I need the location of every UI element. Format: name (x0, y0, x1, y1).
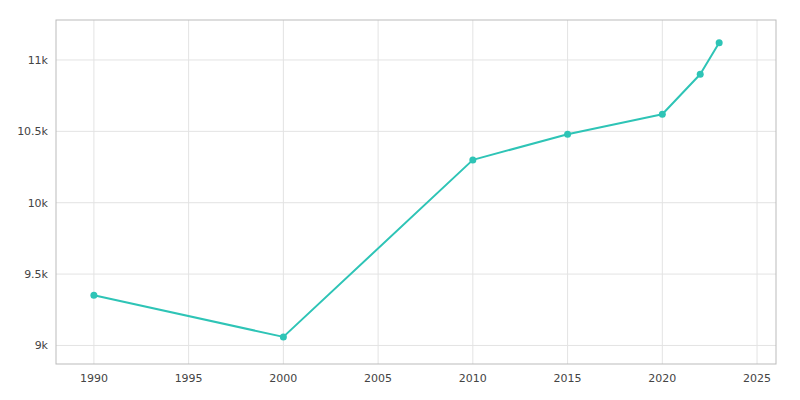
y-tick-label: 11k (28, 54, 49, 67)
x-grid-line (472, 20, 473, 364)
point (659, 111, 666, 118)
x-grid-line (93, 20, 94, 364)
x-tick-label: 1995 (175, 372, 203, 385)
point (90, 292, 97, 299)
y-grid-line (56, 59, 776, 60)
y-tick-label: 9k (35, 339, 49, 352)
y-tick-label: 10k (28, 197, 49, 210)
data-group (90, 39, 722, 340)
y-grid-line (56, 345, 776, 346)
point (716, 39, 723, 46)
y-grid-line (56, 274, 776, 275)
point (697, 71, 704, 78)
x-tick-label: 2020 (648, 372, 676, 385)
x-grid-line (188, 20, 189, 364)
x-grid-line (662, 20, 663, 364)
y-grid-line (56, 131, 776, 132)
plot-frame (56, 20, 776, 364)
y-grid-line (56, 202, 776, 203)
x-grid-line (283, 20, 284, 364)
x-tick-label: 2015 (554, 372, 582, 385)
x-tick-label: 2010 (459, 372, 487, 385)
y-tick-label: 10.5k (17, 125, 48, 138)
chart: 1990 1995 2000 2005 2010 2015 2020 2025 9k 9.5k 10… (0, 0, 800, 400)
point (564, 131, 571, 138)
x-tick-label: 2025 (743, 372, 771, 385)
line (94, 43, 719, 337)
x-tick-label: 2005 (364, 372, 392, 385)
x-grid-line (757, 20, 758, 364)
x-grid-line (567, 20, 568, 364)
point (469, 156, 476, 163)
x-tick-label: 2000 (269, 372, 297, 385)
grid (56, 20, 776, 364)
point (280, 333, 287, 340)
y-tick-label: 9.5k (24, 268, 48, 281)
x-grid-line (378, 20, 379, 364)
x-tick-label: 1990 (80, 372, 108, 385)
